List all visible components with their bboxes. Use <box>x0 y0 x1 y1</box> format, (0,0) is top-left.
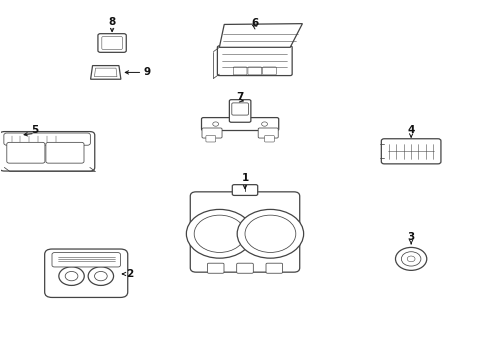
FancyBboxPatch shape <box>190 192 300 272</box>
FancyBboxPatch shape <box>232 103 248 115</box>
Circle shape <box>213 122 219 126</box>
FancyBboxPatch shape <box>218 46 292 76</box>
FancyBboxPatch shape <box>229 100 251 122</box>
Text: 5: 5 <box>31 125 39 135</box>
FancyBboxPatch shape <box>98 34 126 52</box>
Circle shape <box>186 210 253 258</box>
Text: 2: 2 <box>126 269 134 279</box>
FancyBboxPatch shape <box>52 253 121 267</box>
Circle shape <box>395 247 427 270</box>
FancyBboxPatch shape <box>7 142 45 163</box>
FancyBboxPatch shape <box>233 67 247 75</box>
Circle shape <box>237 210 304 258</box>
Circle shape <box>88 267 114 285</box>
Text: 3: 3 <box>408 232 415 242</box>
FancyBboxPatch shape <box>258 128 278 138</box>
FancyBboxPatch shape <box>102 37 122 49</box>
Polygon shape <box>220 24 302 47</box>
Text: 9: 9 <box>144 67 151 77</box>
FancyBboxPatch shape <box>237 263 253 273</box>
Circle shape <box>194 215 245 252</box>
Circle shape <box>262 122 268 126</box>
FancyBboxPatch shape <box>263 67 276 75</box>
FancyBboxPatch shape <box>0 132 95 171</box>
FancyBboxPatch shape <box>46 142 84 163</box>
Circle shape <box>95 271 107 281</box>
FancyBboxPatch shape <box>207 263 224 273</box>
Text: 7: 7 <box>237 92 244 102</box>
Text: 4: 4 <box>408 125 415 135</box>
Circle shape <box>65 271 78 281</box>
FancyBboxPatch shape <box>381 139 441 164</box>
FancyBboxPatch shape <box>45 249 128 297</box>
FancyBboxPatch shape <box>4 133 90 145</box>
Text: 6: 6 <box>251 18 258 28</box>
FancyBboxPatch shape <box>201 118 279 131</box>
Circle shape <box>59 267 84 285</box>
Circle shape <box>245 215 296 252</box>
Text: 1: 1 <box>242 173 248 183</box>
Text: 8: 8 <box>108 17 116 27</box>
FancyBboxPatch shape <box>266 263 283 273</box>
FancyBboxPatch shape <box>232 185 258 195</box>
Circle shape <box>401 252 421 266</box>
Polygon shape <box>95 68 117 77</box>
Polygon shape <box>91 66 121 79</box>
FancyBboxPatch shape <box>202 128 222 138</box>
FancyBboxPatch shape <box>206 135 216 142</box>
Circle shape <box>407 256 415 262</box>
FancyBboxPatch shape <box>265 135 274 142</box>
FancyBboxPatch shape <box>248 67 262 75</box>
